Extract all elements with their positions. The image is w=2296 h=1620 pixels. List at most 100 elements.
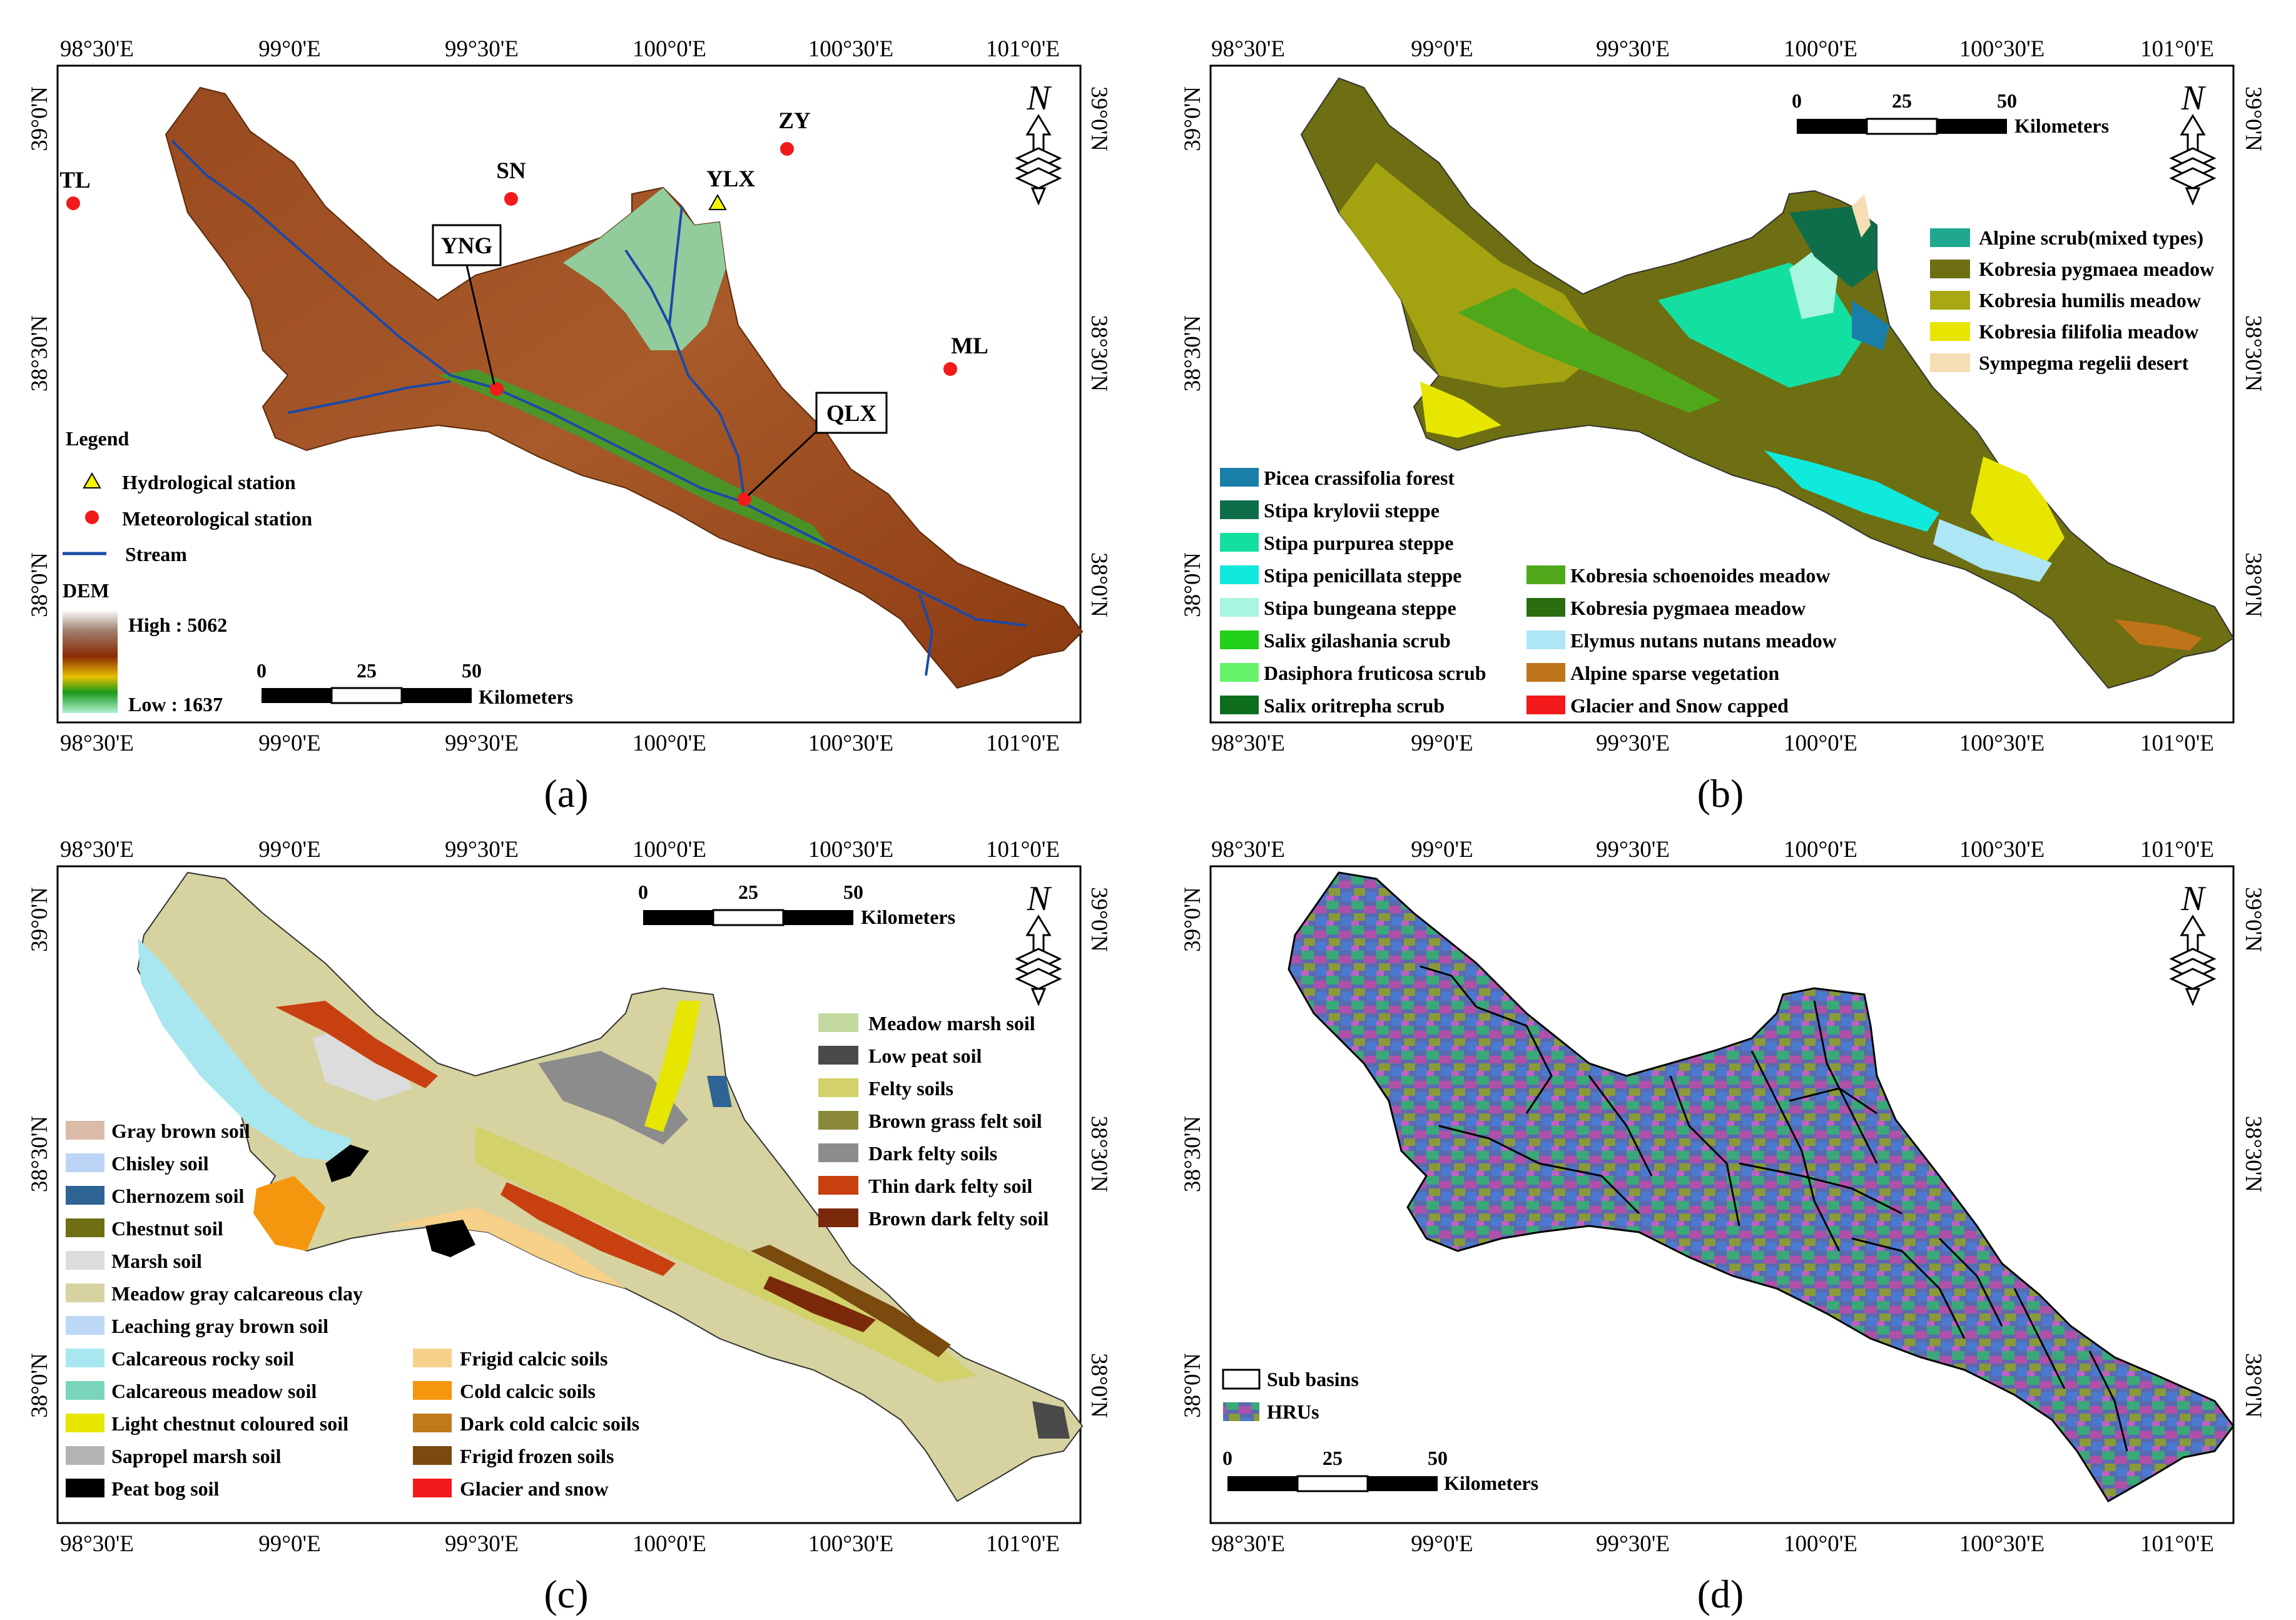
y-tick-label: 38°0'N <box>1086 552 1112 617</box>
x-tick-label: 100°30'E <box>808 36 894 62</box>
legend-label: Dasiphora fruticosa scrub <box>1264 662 1486 684</box>
soil-chernozem-zone <box>707 1076 732 1107</box>
veg-penicillata-zone <box>1764 450 1939 532</box>
x-tick-label: 99°0'E <box>258 36 321 62</box>
legend-label: Calcareous rocky soil <box>111 1347 294 1370</box>
veg-bungeana-zone <box>1789 250 1839 319</box>
legend-swatch <box>413 1414 452 1432</box>
basin-hru-shape <box>1288 871 2235 1503</box>
panel-c-legend-mid: Frigid calcic soils Cold calcic soils Da… <box>413 1347 639 1500</box>
y-tick-label: 38°30'N <box>1180 1116 1206 1192</box>
soil-cold-calcic-zone <box>253 1176 325 1251</box>
scale-tick: 50 <box>843 881 863 903</box>
veg-filifolia-zone <box>1420 382 1501 438</box>
scale-unit: Kilometers <box>479 686 573 708</box>
x-tick-label: 101°0'E <box>986 837 1060 863</box>
x-tick-label: 99°30'E <box>445 731 519 756</box>
panel-d-legend: Sub basins HRUs <box>1222 1368 1359 1423</box>
legend-label: Sympegma regelii desert <box>1979 352 2189 374</box>
legend-swatch <box>66 1316 104 1335</box>
soil-peat-bog-zone-2 <box>325 1145 369 1182</box>
panel-a-y-ticks-left: 39°0'N 38°30'N 38°0'N <box>27 86 53 617</box>
legend-label: Kobresia humilis meadow <box>1979 289 2201 311</box>
stations: TL SN ZY YLX ML YNG QLX <box>59 108 988 506</box>
legend-label: Elymus nutans nutans meadow <box>1570 629 1837 652</box>
legend-swatch <box>818 1143 858 1162</box>
panel-a-x-ticks-top: 98°30'E 99°0'E 99°30'E 100°0'E 100°30'E … <box>60 36 1060 62</box>
panel-a-y-ticks-right: 39°0'N 38°30'N 38°0'N <box>1086 86 1112 617</box>
legend-label: Peat bog soil <box>111 1477 220 1500</box>
panel-c-x-ticks-bottom: 98°30'E 99°0'E 99°30'E 100°0'E 100°30'E … <box>60 1531 1060 1557</box>
y-tick-label: 39°0'N <box>27 86 53 151</box>
y-tick-label: 38°0'N <box>1180 1353 1206 1418</box>
stream-branch <box>624 249 671 326</box>
veg-elymus-zone <box>1933 519 2052 582</box>
x-tick-label: 101°0'E <box>2140 731 2214 756</box>
station-yng-label: YNG <box>441 233 492 259</box>
x-tick-label: 99°0'E <box>1411 837 1473 863</box>
y-tick-label: 38°0'N <box>27 1353 53 1418</box>
callout-leader <box>747 430 818 497</box>
scale-tick: 25 <box>738 881 758 903</box>
x-tick-label: 99°0'E <box>258 1531 321 1557</box>
scale-segment <box>330 687 403 704</box>
basin-dem-shape <box>165 86 1084 689</box>
legend-label: Cold calcic soils <box>460 1380 596 1402</box>
panel-a-legend: Legend Hydrological station Meteorologic… <box>63 427 312 716</box>
station-qlx-callout <box>815 392 888 434</box>
soil-low-peat-zone <box>1032 1401 1070 1439</box>
x-tick-label: 99°0'E <box>1411 1531 1473 1557</box>
x-tick-label: 98°30'E <box>1211 837 1285 863</box>
legend-meteo-label: Meteorological station <box>122 507 312 530</box>
y-tick-label: 38°0'N <box>2240 552 2266 617</box>
callout-leader <box>465 265 495 385</box>
panel-c-label: (c) <box>544 1572 588 1616</box>
panel-c-scale-bar: 0 25 50 Kilometers <box>638 881 955 928</box>
x-tick-label: 100°0'E <box>1784 837 1857 863</box>
x-tick-label: 100°0'E <box>632 731 706 756</box>
scale-segment <box>1937 119 2007 134</box>
legend-label: Chernozem soil <box>111 1185 245 1207</box>
x-tick-label: 101°0'E <box>986 731 1060 756</box>
subbasin-line <box>1538 1162 1640 1215</box>
x-tick-label: 98°30'E <box>1211 731 1285 756</box>
legend-label: Alpine scrub(mixed types) <box>1979 226 2203 249</box>
y-tick-label: 38°30'N <box>27 315 53 392</box>
legend-dem-low: Low : 1637 <box>128 693 223 716</box>
legend-label: Thin dark felty soil <box>868 1175 1032 1197</box>
legend-swatch <box>818 1013 858 1032</box>
legend-swatch <box>1526 663 1565 682</box>
soil-frigid-calcic-zone <box>388 1207 626 1288</box>
x-tick-label: 100°0'E <box>632 837 706 863</box>
scale-segment <box>1368 1476 1438 1491</box>
x-tick-label: 99°0'E <box>1411 731 1473 756</box>
legend-dem-title: DEM <box>63 579 109 602</box>
legend-swatch <box>1526 696 1565 714</box>
subbasin-line <box>1851 1237 1966 1339</box>
veg-desert-zone <box>1852 194 1871 238</box>
y-tick-label: 38°30'N <box>1086 315 1112 392</box>
stream-south <box>918 594 934 676</box>
panel-b-legend-left: Picea crassifolia forest Stipa krylovii … <box>1220 467 1486 717</box>
panel-d: 98°30'E 99°0'E 99°30'E 100°0'E 100°30'E … <box>1180 837 2266 1616</box>
x-tick-label: 98°30'E <box>60 36 134 62</box>
y-tick-label: 38°30'N <box>1180 315 1206 392</box>
scale-tick: 0 <box>1222 1447 1232 1469</box>
legend-label: Frigid calcic soils <box>460 1347 607 1370</box>
scale-segment <box>643 910 713 925</box>
legend-swatch <box>1526 598 1565 617</box>
legend-swatch <box>66 1381 104 1400</box>
x-tick-label: 101°0'E <box>986 1531 1060 1557</box>
subbasin-line <box>2088 1350 2128 1452</box>
legend-label: Stipa krylovii steppe <box>1264 499 1440 522</box>
scale-tick: 0 <box>1792 89 1802 112</box>
legend-swatch <box>66 1479 104 1497</box>
legend-swatch <box>1220 630 1259 649</box>
y-tick-label: 39°0'N <box>2240 887 2266 952</box>
legend-label: Glacier and snow <box>460 1477 609 1500</box>
x-tick-label: 99°30'E <box>1596 731 1670 756</box>
veg-picea-zone <box>1852 300 1889 350</box>
subbasin-line <box>1789 1087 1877 1115</box>
legend-label: Meadow gray calcareous clay <box>111 1282 363 1305</box>
x-tick-label: 98°30'E <box>1211 36 1285 62</box>
